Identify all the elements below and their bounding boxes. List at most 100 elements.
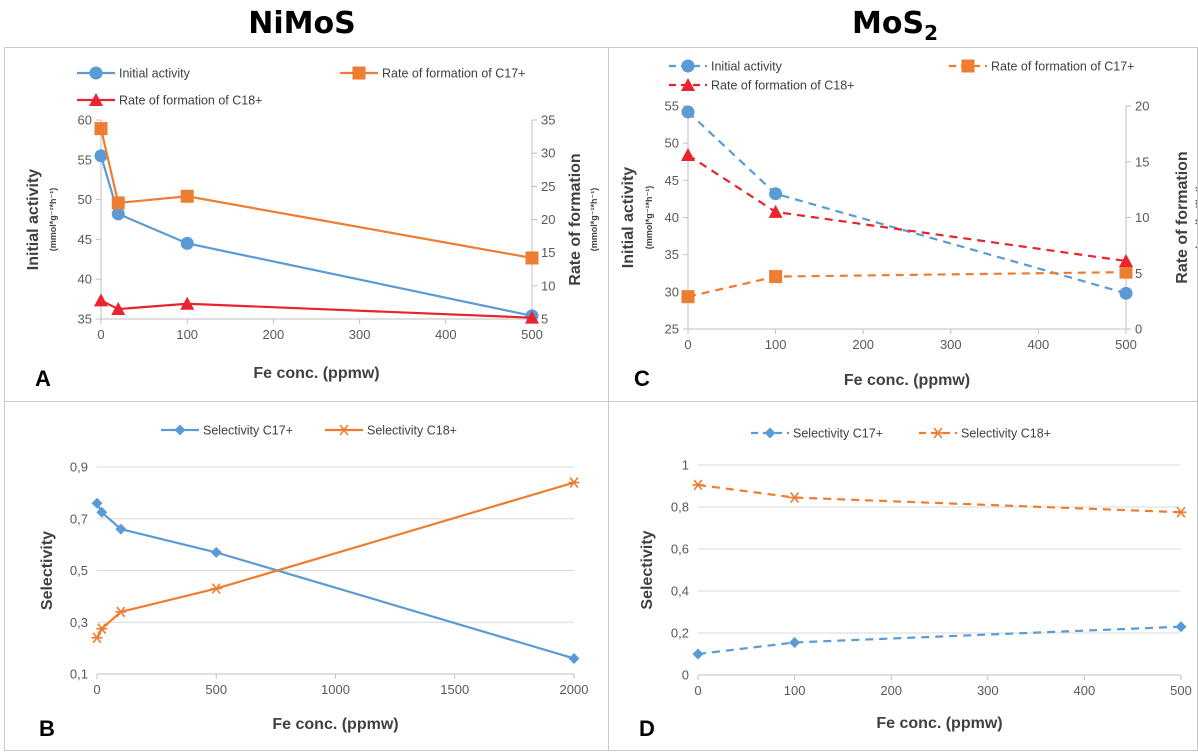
x-tick-label: 400 bbox=[1074, 683, 1096, 698]
legend-rate-of-formation-of-c17--label: Rate of formation of C17+ bbox=[991, 60, 1134, 74]
series-selectivity-c18--point bbox=[789, 492, 801, 503]
series-rate-of-formation-of-c17--line bbox=[99, 128, 533, 260]
x-tick-label: 500 bbox=[1115, 337, 1137, 352]
series-rate-of-formation-of-c17--point bbox=[769, 270, 783, 284]
x-tick-label: 0 bbox=[694, 683, 701, 698]
y-axis-title: Selectivity bbox=[639, 530, 656, 609]
y2-tick-label: 20 bbox=[541, 212, 555, 227]
x-tick-label: 0 bbox=[97, 327, 104, 342]
x-tick-label: 2000 bbox=[560, 682, 589, 697]
series-selectivity-c18--point-stroke bbox=[97, 623, 107, 635]
x-tick-label: 200 bbox=[263, 327, 285, 342]
y-tick-label: 30 bbox=[665, 284, 679, 299]
series-selectivity-c17--point bbox=[91, 497, 103, 509]
x-tick-label: 1000 bbox=[321, 682, 350, 697]
y2-tick-label: 30 bbox=[541, 146, 555, 161]
x-tick-label: 0 bbox=[684, 337, 691, 352]
series-rate-of-formation-of-c17--line bbox=[687, 271, 1127, 298]
y-tick-label: 35 bbox=[665, 247, 679, 262]
x-tick-label: 1500 bbox=[440, 682, 469, 697]
y-axis-unit: (mmol*g⁻¹*h⁻¹) bbox=[644, 186, 654, 250]
x-tick-label: 100 bbox=[784, 683, 806, 698]
x-tick-label: 500 bbox=[205, 682, 227, 697]
series-selectivity-c17--point bbox=[568, 652, 580, 664]
heading-mos2: MoS2 bbox=[745, 6, 1045, 45]
series-selectivity-c18--point bbox=[1175, 506, 1187, 518]
y-tick-label: 0,7 bbox=[70, 511, 88, 526]
y-tick-label: 0,2 bbox=[671, 626, 689, 641]
series-rate-of-formation-of-c18--point bbox=[180, 296, 195, 310]
y-tick-label: 40 bbox=[78, 272, 92, 287]
x-tick-label: 300 bbox=[977, 683, 999, 698]
y2-axis-title: Rate of formation bbox=[567, 153, 584, 285]
series-selectivity-c18--point bbox=[568, 477, 580, 488]
y-tick-label: 40 bbox=[665, 210, 679, 225]
legend-rate-of-formation-of-c18--marker bbox=[681, 78, 695, 91]
panel-b: 0 500 1000 1500 2000 0,1 0,3 0,5 0,7 0,9 Fe conc. … bbox=[4, 401, 609, 751]
y2-axis-unit: (mmol*g⁻¹*h⁻¹) bbox=[1194, 186, 1197, 250]
legend-rate-of-formation-of-c17--marker bbox=[352, 66, 366, 80]
series-rate-of-formation-of-c17--point bbox=[94, 122, 108, 136]
x-tick-label: 400 bbox=[435, 327, 457, 342]
series-selectivity-c17--point bbox=[789, 636, 801, 648]
legend-selectivity-c17--label: Selectivity C17+ bbox=[793, 427, 883, 441]
y-tick-label: 0,3 bbox=[70, 615, 88, 630]
y-tick-label: 45 bbox=[665, 173, 679, 188]
heading-nimos: NiMoS bbox=[152, 6, 452, 41]
series-initial-activity-point bbox=[1119, 286, 1133, 300]
series-rate-of-formation-of-c17--point bbox=[180, 189, 194, 203]
legend-initial-activity-marker bbox=[681, 59, 695, 73]
chart-d: 0 100 200 300 400 500 0 0,2 0,4 0,6 0,8 1 Fe conc. (… bbox=[639, 427, 1192, 742]
series-rate-of-formation-of-c17--point bbox=[111, 196, 125, 210]
x-tick-label: 500 bbox=[1170, 683, 1192, 698]
series-selectivity-c18--point-stroke bbox=[116, 606, 126, 618]
heading-nimos-text: NiMoS bbox=[248, 6, 356, 41]
y2-tick-label: 35 bbox=[541, 113, 555, 128]
series-initial-activity-point bbox=[94, 149, 108, 163]
x-tick-label: 300 bbox=[349, 327, 371, 342]
series-initial-activity-point bbox=[769, 187, 783, 201]
series-rate-of-formation-of-c18--line bbox=[100, 299, 533, 319]
legend-selectivity-c18--marker-stroke bbox=[933, 427, 943, 439]
x-axis-title: Fe conc. (ppmw) bbox=[844, 372, 970, 389]
x-axis-title: Fe conc. (ppmw) bbox=[253, 365, 379, 382]
series-selectivity-c17--point bbox=[692, 648, 704, 660]
panel-c: 0 100 200 300 400 500 25 30 35 40 45 50 55 0 5 10 15 20 Fe… bbox=[608, 47, 1198, 402]
panel-a: 0 100 200 300 400 500 35 40 45 50 55 60 5 10 15 20 25 30 3… bbox=[4, 47, 609, 402]
panel-letter: A bbox=[35, 366, 51, 391]
legend-selectivity-c18--marker bbox=[932, 427, 944, 439]
series-selectivity-c18--point bbox=[115, 606, 127, 618]
series-selectivity-c18--point bbox=[210, 583, 222, 595]
series-rate-of-formation-of-c17--point bbox=[1119, 265, 1133, 279]
legend-rate-of-formation-of-c17-: Rate of formation of C17+ bbox=[949, 59, 1134, 74]
y-tick-label: 45 bbox=[78, 232, 92, 247]
series-initial-activity-point bbox=[111, 207, 125, 221]
x-tick-label: 500 bbox=[521, 327, 543, 342]
panel-letter: B bbox=[39, 716, 55, 741]
legend-rate-of-formation-of-c18-: Rate of formation of C18+ bbox=[77, 93, 262, 108]
x-tick-label: 0 bbox=[93, 682, 100, 697]
x-tick-label: 400 bbox=[1028, 337, 1050, 352]
y-tick-label: 0,4 bbox=[671, 584, 689, 599]
y2-tick-label: 15 bbox=[541, 245, 555, 260]
y2-tick-label: 15 bbox=[1135, 154, 1149, 169]
series-initial-activity-line bbox=[687, 111, 1127, 295]
y-tick-label: 0,8 bbox=[671, 500, 689, 515]
y-tick-label: 1 bbox=[682, 458, 689, 473]
series-selectivity-c18--point bbox=[91, 632, 103, 644]
series-selectivity-c18--point-stroke bbox=[790, 492, 800, 503]
legend-initial-activity-label: Initial activity bbox=[711, 60, 783, 74]
y-axis-title: Initial activity bbox=[620, 167, 637, 268]
y-tick-label: 60 bbox=[78, 113, 92, 128]
series-selectivity-c18--point-stroke bbox=[1176, 506, 1186, 518]
series-rate-of-formation-of-c18--point bbox=[768, 204, 783, 218]
heading-mos2-text: MoS bbox=[852, 6, 925, 41]
y2-tick-label: 5 bbox=[541, 312, 548, 327]
series-rate-of-formation-of-c18--point bbox=[1119, 253, 1133, 267]
heading-mos2-subscript: 2 bbox=[924, 21, 938, 45]
x-axis-title: Fe conc. (ppmw) bbox=[876, 715, 1002, 732]
series-selectivity-c18--point-stroke bbox=[92, 632, 102, 644]
series-selectivity-c18--point-stroke bbox=[693, 479, 703, 491]
series-selectivity-c18--line bbox=[697, 483, 1182, 514]
legend-rate-of-formation-of-c17--marker bbox=[961, 59, 975, 73]
